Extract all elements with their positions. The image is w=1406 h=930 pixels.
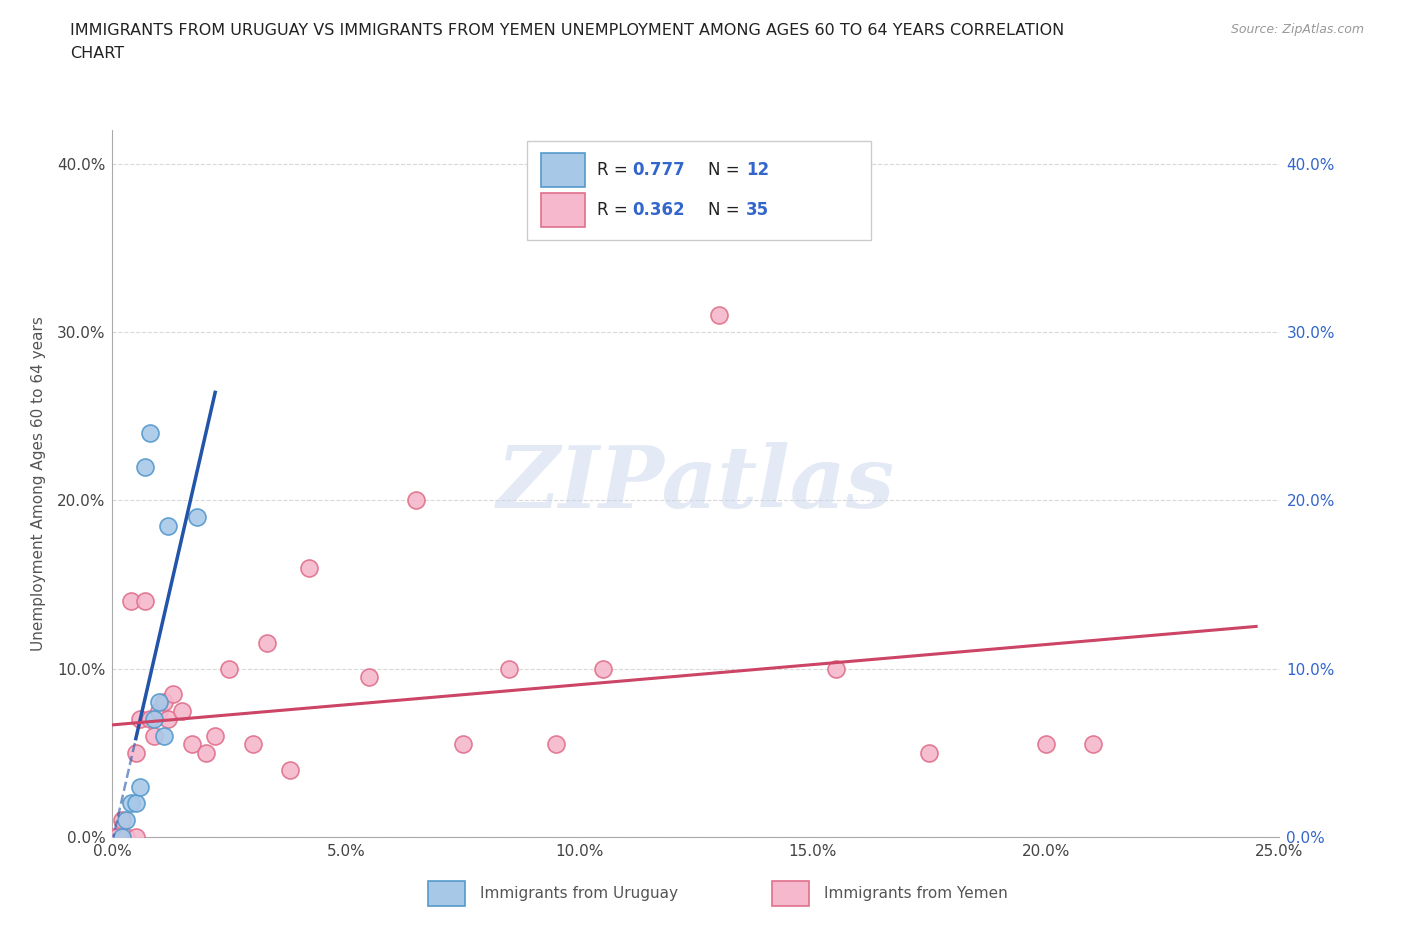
Point <box>194 746 217 761</box>
Point <box>256 636 278 651</box>
Point <box>242 737 264 751</box>
Point <box>143 728 166 743</box>
Point <box>115 813 138 828</box>
Point <box>120 594 142 609</box>
FancyBboxPatch shape <box>772 881 810 906</box>
Point <box>162 686 184 701</box>
Point <box>405 493 427 508</box>
Point <box>115 830 138 844</box>
Point <box>204 728 226 743</box>
Point <box>134 594 156 609</box>
Point <box>592 661 614 676</box>
Point <box>111 813 134 828</box>
Point <box>139 426 162 441</box>
Text: Source: ZipAtlas.com: Source: ZipAtlas.com <box>1230 23 1364 36</box>
Point <box>172 703 194 718</box>
Y-axis label: Unemployment Among Ages 60 to 64 years: Unemployment Among Ages 60 to 64 years <box>31 316 46 651</box>
Text: 0.777: 0.777 <box>631 161 685 179</box>
Point <box>180 737 202 751</box>
Text: Immigrants from Uruguay: Immigrants from Uruguay <box>479 886 678 901</box>
Point <box>278 763 301 777</box>
FancyBboxPatch shape <box>541 193 585 227</box>
Point <box>157 711 180 726</box>
Point <box>111 830 134 844</box>
Point <box>544 737 567 751</box>
Text: R =: R = <box>596 201 633 219</box>
Point <box>498 661 520 676</box>
Point <box>125 796 148 811</box>
Text: 12: 12 <box>747 161 769 179</box>
Point <box>157 518 180 533</box>
Text: 35: 35 <box>747 201 769 219</box>
Point <box>709 308 731 323</box>
Point <box>148 703 170 718</box>
Text: IMMIGRANTS FROM URUGUAY VS IMMIGRANTS FROM YEMEN UNEMPLOYMENT AMONG AGES 60 TO 6: IMMIGRANTS FROM URUGUAY VS IMMIGRANTS FR… <box>70 23 1064 38</box>
FancyBboxPatch shape <box>427 881 465 906</box>
Text: R =: R = <box>596 161 633 179</box>
Text: 0.362: 0.362 <box>631 201 685 219</box>
Point <box>451 737 474 751</box>
Point <box>129 779 152 794</box>
Point <box>153 695 176 710</box>
Point <box>120 796 142 811</box>
Point <box>918 746 941 761</box>
Point <box>153 728 176 743</box>
Point <box>101 830 124 844</box>
Point <box>125 746 148 761</box>
Point <box>359 670 381 684</box>
Point <box>105 830 128 844</box>
Point <box>825 661 848 676</box>
Point <box>139 711 162 726</box>
Point <box>143 711 166 726</box>
Text: ZIPatlas: ZIPatlas <box>496 442 896 525</box>
Point <box>134 459 156 474</box>
Point <box>125 830 148 844</box>
Text: N =: N = <box>707 161 745 179</box>
Point <box>148 695 170 710</box>
Point <box>129 711 152 726</box>
Point <box>1081 737 1104 751</box>
Point <box>1035 737 1057 751</box>
FancyBboxPatch shape <box>541 153 585 187</box>
Text: Immigrants from Yemen: Immigrants from Yemen <box>824 886 1008 901</box>
Point <box>218 661 240 676</box>
Point <box>186 510 208 525</box>
Point <box>297 560 319 575</box>
FancyBboxPatch shape <box>527 140 870 240</box>
Text: CHART: CHART <box>70 46 124 61</box>
Text: N =: N = <box>707 201 745 219</box>
